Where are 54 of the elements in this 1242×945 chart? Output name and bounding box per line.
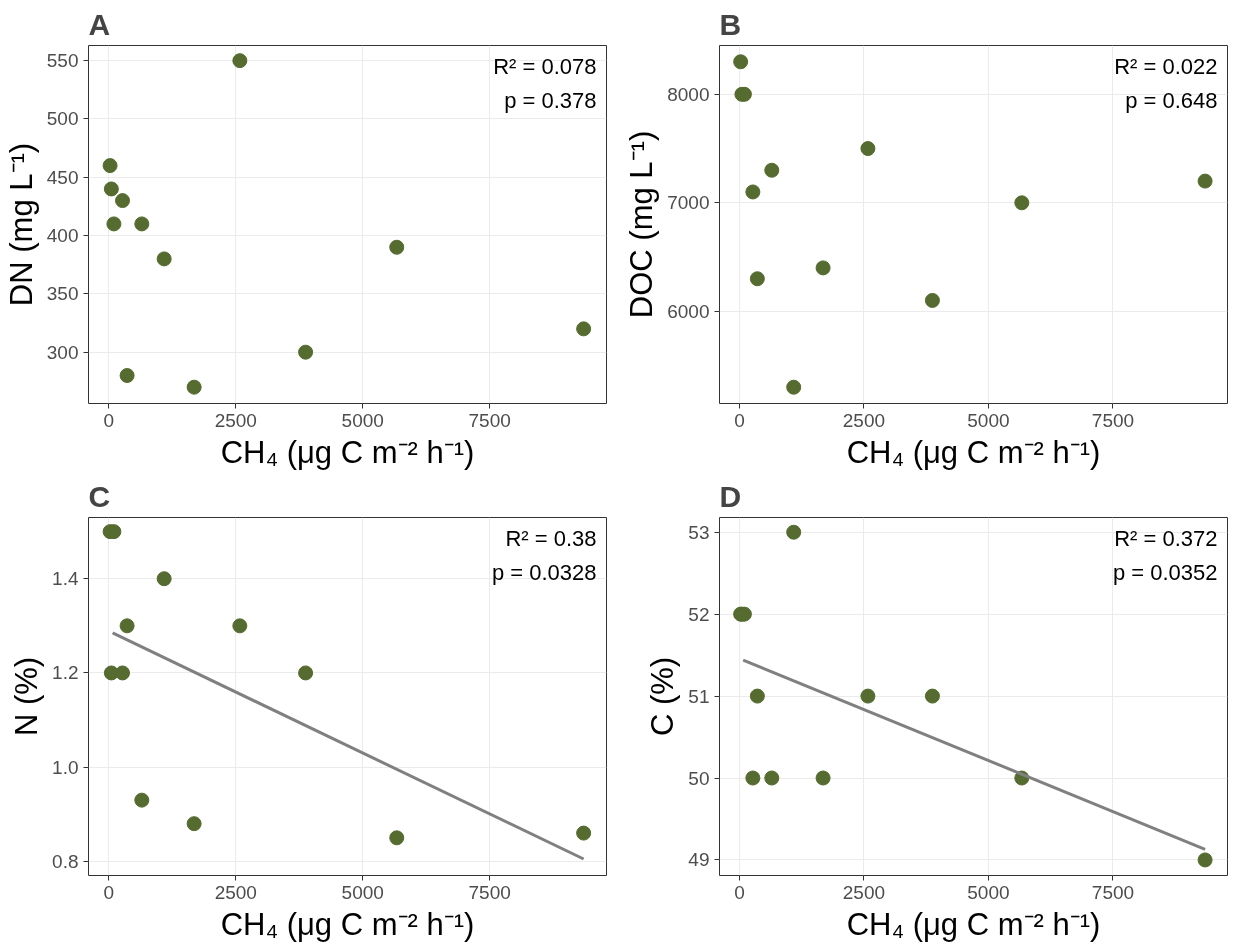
x-axis-title: CH₄ (μg C m⁻² h⁻¹) [220,434,475,470]
y-tick-label: 300 [46,341,79,363]
annotation: R² = 0.372 [1114,525,1218,551]
y-tick-label: 51 [688,685,710,707]
annotation: R² = 0.022 [1114,53,1218,79]
chart-title: C [88,479,111,513]
y-tick-label: 0.8 [52,850,79,872]
x-tick-label: 5000 [341,881,384,903]
x-tick-label: 0 [103,409,115,431]
annotation: p = 0.0328 [491,559,597,585]
y-tick-label: 7000 [667,192,710,214]
y-tick-label: 550 [46,50,79,72]
x-tick-label: 0 [734,409,745,431]
x-tick-label: 7500 [468,881,511,903]
x-tick-label: 5000 [967,881,1010,903]
x-axis-title: CH₄ (μg C m⁻² h⁻¹) [220,906,475,942]
y-tick-label: 50 [688,767,710,789]
x-tick-label: 5000 [341,409,384,431]
x-tick-label: 7500 [1091,881,1135,903]
x-tick-label: 7500 [1091,409,1135,431]
x-tick-label: 2500 [214,881,257,903]
x-tick-label: 0 [734,881,745,903]
y-tick-label: 350 [46,283,79,305]
annotation: R² = 0.078 [493,53,597,79]
x-tick-label: 0 [103,881,115,903]
annotation: R² = 0.38 [505,525,597,551]
annotation: p = 0.378 [504,87,597,113]
y-tick-label: 49 [688,849,710,871]
y-tick-label: 6000 [667,300,710,322]
x-axis-title: CH₄ (μg C m⁻² h⁻¹) [846,906,1101,942]
y-tick-label: 52 [688,603,710,625]
annotation: p = 0.0352 [1112,559,1218,585]
x-tick-label: 2500 [842,881,886,903]
y-tick-label: 500 [46,108,79,130]
x-tick-label: 7500 [468,409,511,431]
chart-title: D [719,479,742,513]
x-axis-title: CH₄ (μg C m⁻² h⁻¹) [846,434,1101,470]
y-tick-label: 1.2 [52,662,79,684]
y-tick-label: 1.0 [52,756,79,778]
y-axis-title: C (%) [645,656,681,737]
y-tick-label: 450 [46,166,79,188]
x-tick-label: 2500 [214,409,257,431]
x-tick-label: 5000 [967,409,1010,431]
y-axis-title: DN (mg L⁻¹) [3,142,39,307]
y-axis-title: DOC (mg L⁻¹) [624,130,660,319]
y-tick-label: 53 [688,521,710,543]
y-tick-label: 1.4 [52,568,79,590]
y-axis-title: N (%) [9,656,45,737]
y-tick-label: 8000 [667,83,710,105]
chart-title: A [88,7,111,41]
annotation: p = 0.648 [1125,87,1218,113]
chart-title: B [719,7,742,41]
y-tick-label: 400 [46,225,79,247]
x-tick-label: 2500 [842,409,886,431]
